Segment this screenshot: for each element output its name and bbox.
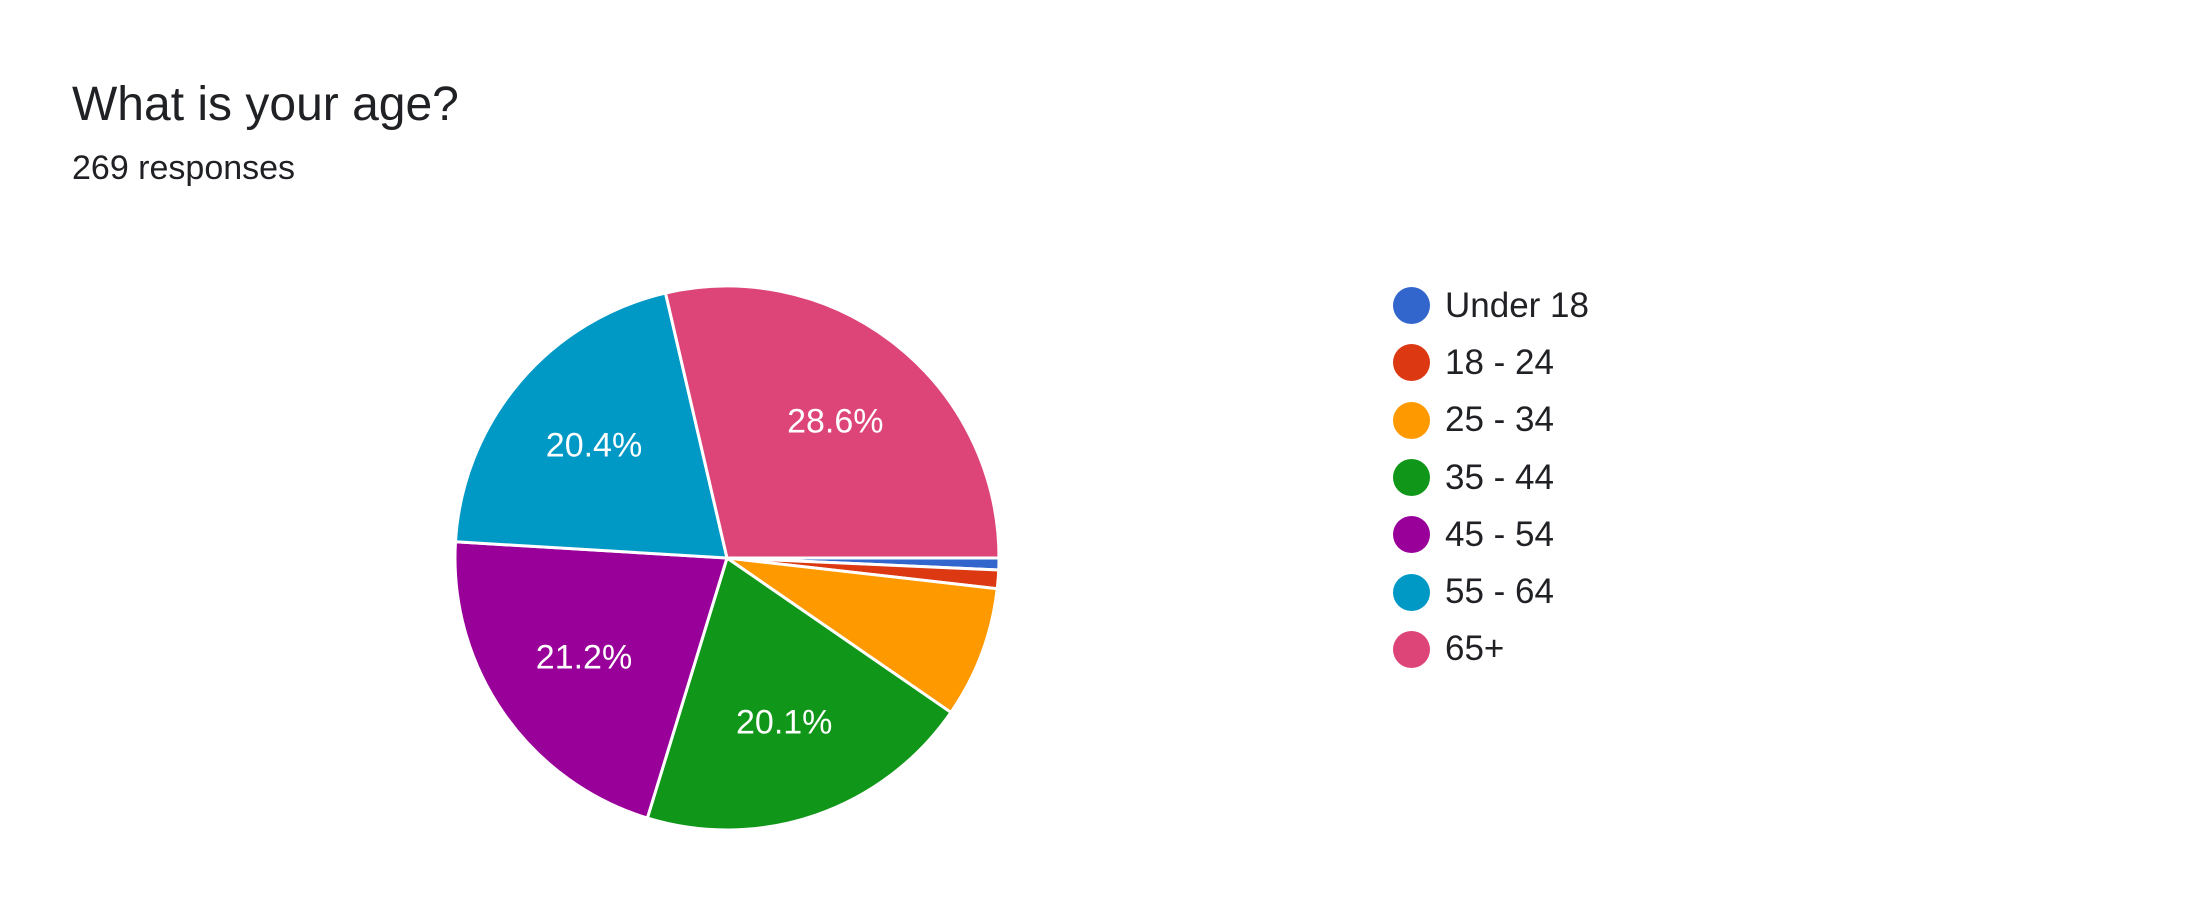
legend-item-55-64[interactable]: 55 - 64 [1393, 563, 1589, 620]
legend-swatch-icon [1393, 287, 1430, 325]
pie-slice-35-44[interactable] [645, 556, 953, 832]
slice-label-35-44: 20.1% [736, 703, 832, 741]
pie-slice-25-34[interactable] [725, 556, 999, 714]
legend-swatch-icon [1393, 573, 1430, 611]
legend-label: 35 - 44 [1445, 457, 1554, 497]
legend-swatch-icon [1393, 401, 1430, 439]
legend-item-35-44[interactable]: 35 - 44 [1393, 449, 1589, 506]
legend-item-under-18[interactable]: Under 18 [1393, 277, 1589, 334]
legend-label: Under 18 [1445, 285, 1589, 325]
response-count: 269 responses [72, 149, 296, 187]
legend-label: 18 - 24 [1445, 342, 1554, 382]
legend-item-65[interactable]: 65+ [1393, 621, 1589, 678]
legend-swatch-icon [1393, 516, 1430, 554]
slice-label-45-54: 21.2% [536, 638, 632, 676]
legend-item-18-24[interactable]: 18 - 24 [1393, 334, 1589, 391]
slice-label-55-64: 20.4% [546, 427, 642, 465]
legend-label: 45 - 54 [1445, 514, 1554, 554]
slice-label-65: 28.6% [787, 403, 883, 441]
legend-label: 65+ [1445, 629, 1505, 669]
legend-item-25-34[interactable]: 25 - 34 [1393, 392, 1589, 449]
legend-item-45-54[interactable]: 45 - 54 [1393, 506, 1589, 563]
legend-swatch-icon [1393, 344, 1430, 382]
question-title: What is your age? [72, 78, 459, 131]
legend-label: 55 - 64 [1445, 572, 1554, 612]
legend-swatch-icon [1393, 630, 1430, 668]
legend-label: 25 - 34 [1445, 400, 1554, 440]
chart-legend: Under 18 18 - 24 25 - 34 35 - 44 45 - 54 55 -… [1393, 277, 1589, 678]
pie-slice-55-64[interactable] [453, 291, 729, 560]
pie-slice-65[interactable] [664, 284, 1001, 560]
legend-swatch-icon [1393, 459, 1430, 497]
pie-slice-45-54[interactable] [453, 540, 729, 820]
